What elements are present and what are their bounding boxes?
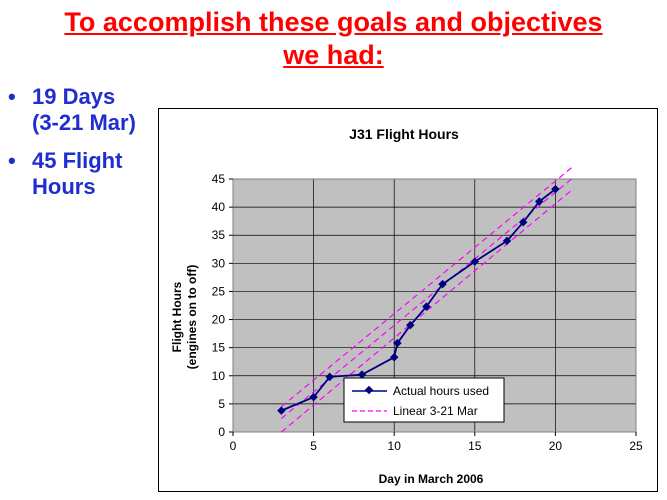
y-tick-label: 20: [212, 313, 226, 327]
actual-hours-point: [277, 406, 286, 415]
actual-hours-point: [518, 218, 528, 227]
bullet-hours: • 45 Flight Hours: [8, 148, 178, 200]
x-tick-label: 15: [468, 439, 482, 453]
x-tick-label: 20: [549, 439, 563, 453]
actual-hours-line: [281, 188, 556, 412]
y-axis-ticks: 0 5 10 15 20 25 30 35 40 45: [212, 172, 233, 439]
linear-lower-bound-line: [280, 189, 572, 433]
y-tick-label: 15: [212, 341, 226, 355]
x-tick-label: 25: [629, 439, 643, 453]
bullet-dot-icon: •: [8, 84, 16, 109]
x-tick-label: 5: [310, 439, 317, 453]
actual-hours-point: [502, 236, 512, 246]
bullet-days-line-2: (3-21 Mar): [32, 110, 136, 135]
legend-actual-marker-icon: [364, 385, 374, 395]
plot-border: [232, 178, 637, 433]
actual-hours-point: [551, 184, 560, 194]
actual-hours-point: [470, 257, 480, 266]
y-tick-label: 10: [212, 369, 226, 383]
actual-hours-point: [357, 370, 367, 379]
series-layer: [277, 167, 572, 433]
x-axis-ticks: 0 5 10 15 20 25: [230, 432, 643, 453]
chart-legend: Actual hours used Linear 3-21 Mar: [343, 377, 505, 423]
slide-title-line-2: we had:: [283, 40, 384, 70]
bullet-days-line-1: 19 Days: [32, 84, 116, 109]
chart-frame: J31 Flight Hours 0 5 10 15 20 25 0 5 10 15 20 25 30…: [158, 108, 658, 492]
bullet-hours-line-2: Hours: [32, 174, 96, 199]
actual-hours-point: [325, 372, 334, 382]
actual-hours-point: [393, 338, 402, 348]
y-tick-label: 30: [212, 256, 226, 270]
y-tick-label: 25: [212, 284, 226, 298]
bullet-list: • 19 Days (3-21 Mar) • 45 Flight Hours: [8, 84, 178, 212]
linear-upper-bound-line: [280, 167, 572, 408]
chart-title: J31 Flight Hours: [349, 126, 459, 142]
actual-hours-point: [309, 392, 318, 402]
bullet-dot-icon: •: [8, 148, 16, 173]
y-tick-label: 0: [218, 425, 225, 439]
y-tick-label: 40: [212, 200, 226, 214]
actual-hours-point: [535, 197, 544, 206]
flight-hours-chart: J31 Flight Hours 0 5 10 15 20 25 0 5 10 15 20 25 30…: [170, 126, 643, 486]
x-tick-label: 0: [230, 439, 237, 453]
x-axis-label: Day in March 2006: [379, 472, 484, 486]
legend-box: [343, 377, 505, 423]
legend-linear-label: Linear 3-21 Mar: [393, 404, 478, 418]
x-tick-label: 10: [388, 439, 402, 453]
grid-lines: [232, 178, 637, 433]
actual-hours-point: [406, 320, 415, 330]
y-axis-label-line-2: (engines on to off): [185, 265, 199, 370]
slide-title: To accomplish these goals and objectives…: [0, 6, 667, 72]
y-tick-label: 45: [212, 172, 226, 186]
bullet-hours-line-1: 45 Flight: [32, 148, 123, 173]
y-tick-label: 35: [212, 228, 226, 242]
actual-hours-point: [422, 302, 431, 311]
slide-title-line-1: To accomplish these goals and objectives: [64, 7, 603, 37]
y-tick-label: 5: [218, 397, 225, 411]
legend-actual-label: Actual hours used: [393, 384, 489, 398]
bullet-days: • 19 Days (3-21 Mar): [8, 84, 178, 136]
actual-hours-point: [438, 279, 447, 289]
y-axis-label-line-1: Flight Hours: [170, 281, 184, 352]
actual-hours-point: [389, 352, 399, 362]
